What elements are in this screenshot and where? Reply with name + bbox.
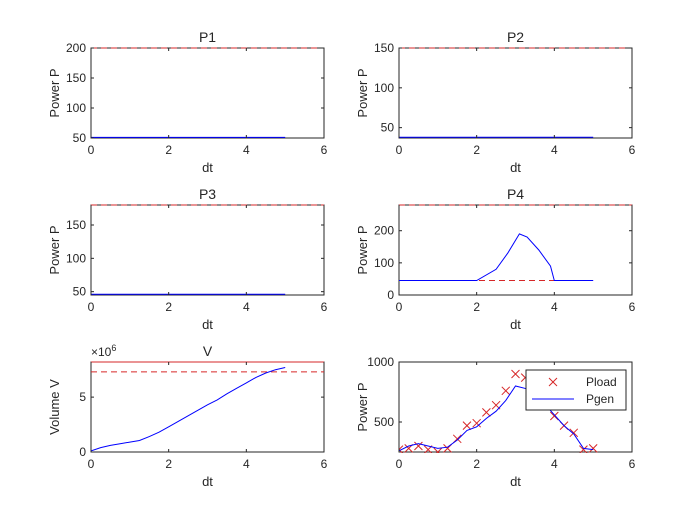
data-point-pload	[511, 369, 520, 379]
x-tick-label: 4	[243, 300, 250, 314]
y-axis-label: Power P	[355, 68, 370, 117]
exponent-power: 6	[111, 343, 116, 353]
y-tick-label: 500	[374, 415, 394, 429]
x-tick-label: 2	[165, 457, 172, 471]
y-axis-label: Power P	[355, 382, 370, 431]
chart-title: V	[203, 343, 213, 359]
axes-box	[398, 204, 633, 296]
chart-title: P2	[507, 29, 524, 45]
y-tick-label: 50	[381, 121, 395, 135]
x-tick-label: 2	[165, 300, 172, 314]
y-tick-label: 5	[79, 390, 86, 404]
x-tick-label: 0	[396, 300, 403, 314]
y-tick-label: 200	[66, 41, 86, 55]
x-tick-label: 0	[88, 457, 95, 471]
subplot-3: 0 2 4 6 50 100 150 P3 dt Power P	[47, 186, 328, 332]
subplot-4: 0 2 4 6 0 100 200 P4 dt Power P	[355, 186, 636, 332]
y-tick-label: 0	[79, 445, 86, 459]
data-point-pload	[399, 445, 404, 453]
x-tick-label: 2	[473, 457, 480, 471]
data-point-pload	[569, 428, 579, 438]
x-tick-label: 4	[243, 143, 250, 157]
x-tick-label: 6	[321, 457, 328, 471]
y-tick-label: 1000	[367, 355, 394, 369]
data-point-pload	[414, 441, 423, 451]
y-tick-label: 100	[374, 256, 394, 270]
y-tick-label: 50	[73, 285, 87, 299]
y-axis-label: Power P	[355, 225, 370, 274]
subplot-2: 0 2 4 6 50 100 150 P2 dt Power P	[355, 29, 636, 175]
axes-box	[90, 361, 325, 453]
x-tick-label: 4	[551, 300, 558, 314]
data-point-pload	[579, 445, 588, 453]
legend: Pload Pgen	[525, 369, 627, 411]
y-tick-label: 100	[374, 81, 394, 95]
plot-area	[91, 361, 324, 452]
subplot-6: 0 2 4 6 500 1000 dt Power P Pload Pgen	[355, 355, 636, 489]
y-tick-label: 200	[374, 224, 394, 238]
subplot-1: 0 2 4 6 50 100 150 200 P1 dt Power P	[47, 29, 328, 175]
y-tick-label: 100	[66, 101, 86, 115]
y-axis-label: Power P	[47, 225, 62, 274]
y-tick-label: 100	[66, 251, 86, 265]
plot-area	[399, 369, 598, 453]
data-point-pload	[472, 418, 482, 428]
x-tick-label: 4	[243, 457, 250, 471]
exponent-label: ×106	[91, 343, 116, 359]
plot-area	[91, 204, 324, 295]
legend-label-pload: Pload	[586, 375, 617, 389]
chart-title: P4	[507, 186, 524, 202]
x-tick-label: 6	[321, 143, 328, 157]
x-axis-label: dt	[510, 474, 521, 489]
x-tick-label: 4	[551, 457, 558, 471]
y-axis-label: Volume V	[47, 379, 62, 435]
chart-title: P3	[199, 186, 216, 202]
x-axis-label: dt	[202, 160, 213, 175]
plot-area	[399, 204, 632, 281]
chart-title: P1	[199, 29, 216, 45]
x-tick-label: 0	[396, 143, 403, 157]
x-axis-label: dt	[202, 474, 213, 489]
data-point-pload	[462, 421, 472, 430]
data-point-pload	[482, 408, 491, 417]
x-tick-label: 6	[629, 457, 636, 471]
y-tick-label: 150	[66, 218, 86, 232]
y-axis-label: Power P	[47, 68, 62, 117]
x-tick-label: 0	[88, 300, 95, 314]
y-tick-label: 150	[374, 41, 394, 55]
x-tick-label: 0	[396, 457, 403, 471]
y-tick-label: 50	[73, 131, 87, 145]
axes-box	[90, 204, 325, 296]
x-tick-label: 6	[629, 143, 636, 157]
legend-label-pgen: Pgen	[586, 392, 614, 406]
exponent-base: ×10	[91, 345, 112, 359]
x-tick-label: 2	[473, 143, 480, 157]
series-line-v	[91, 367, 286, 452]
plot-area	[399, 47, 632, 138]
x-tick-label: 6	[629, 300, 636, 314]
data-point-pload	[588, 444, 598, 453]
x-tick-label: 2	[473, 300, 480, 314]
y-tick-label: 0	[387, 288, 394, 302]
x-tick-label: 4	[551, 143, 558, 157]
legend-marker-pload	[548, 377, 558, 387]
series-line-pgen	[399, 385, 594, 452]
axes-box	[398, 47, 633, 139]
x-axis-label: dt	[510, 160, 521, 175]
x-tick-label: 6	[321, 300, 328, 314]
x-tick-label: 0	[88, 143, 95, 157]
y-tick-label: 150	[66, 71, 86, 85]
series-line-p4	[399, 233, 594, 281]
x-axis-label: dt	[510, 317, 521, 332]
legend-box	[525, 369, 627, 411]
x-axis-label: dt	[202, 317, 213, 332]
data-point-pload	[433, 447, 443, 453]
data-point-pload	[501, 386, 511, 396]
x-tick-label: 2	[165, 143, 172, 157]
axes-box	[90, 47, 325, 139]
data-point-pload	[549, 411, 559, 421]
plot-area	[91, 47, 324, 138]
